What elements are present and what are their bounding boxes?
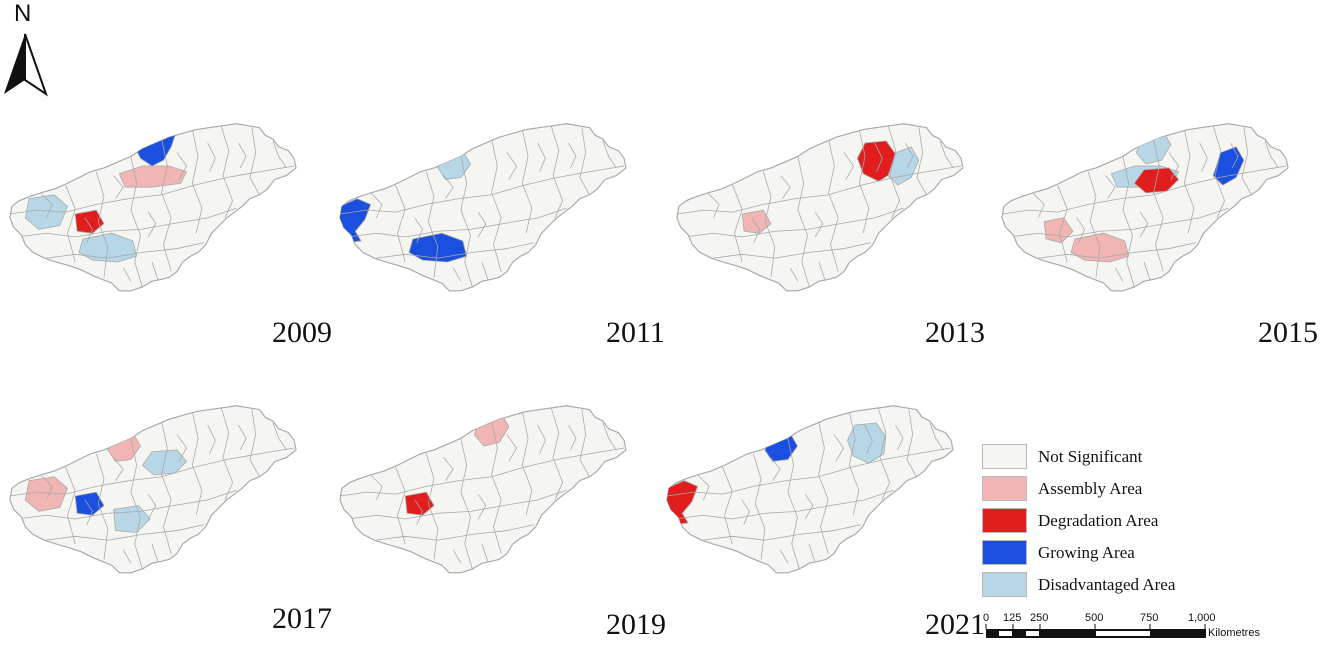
legend-swatch (982, 444, 1027, 469)
county-disadvantaged-area (846, 422, 887, 464)
year-label: 2021 (925, 608, 985, 641)
county-assembly-area (741, 209, 772, 234)
legend-label: Assembly Area (1038, 479, 1143, 498)
year-label: 2013 (925, 316, 985, 349)
scale-tick-label: 0 (983, 612, 990, 624)
county-degradation-area (856, 140, 897, 182)
map-panel-2017 (9, 405, 297, 574)
north-arrow-left-half-icon (4, 34, 25, 94)
county-growing-area (1212, 146, 1245, 186)
legend-swatch (982, 572, 1027, 597)
year-label: 2011 (606, 316, 665, 349)
map-panel-2009 (9, 123, 297, 292)
scale-unit-label: Kilometres (1208, 627, 1260, 639)
scale-bar-segment (1026, 631, 1039, 636)
year-label: 2017 (272, 602, 332, 635)
scale-tick-label: 125 (1003, 612, 1022, 624)
scale-bar-segment (999, 631, 1012, 636)
scale-bar-segment (1096, 631, 1150, 636)
legend-swatch (982, 540, 1027, 565)
scale-tick-label: 750 (1140, 612, 1159, 624)
county-assembly-area (24, 476, 68, 512)
county-degradation-area (404, 491, 435, 516)
year-label: 2015 (1258, 316, 1318, 349)
north-label: N (14, 0, 32, 27)
map-panel-2011 (339, 123, 627, 292)
scale-tick-label: 500 (1085, 612, 1104, 624)
county-disadvantaged-area (887, 146, 920, 186)
county-disadvantaged-area (24, 194, 68, 230)
north-arrow (4, 33, 48, 97)
legend-label: Not Significant (1038, 447, 1143, 466)
map-panel-2021 (666, 405, 954, 574)
county-growing-area (74, 491, 105, 516)
legend-swatch (982, 508, 1027, 533)
legend-swatch (982, 476, 1027, 501)
scale-tick-label: 1,000 (1188, 612, 1216, 624)
map-panel-2019 (339, 405, 627, 574)
year-label: 2009 (272, 316, 332, 349)
scale-bar (985, 624, 1206, 638)
north-arrow-right-half-icon (24, 33, 48, 97)
year-label: 2019 (606, 608, 666, 641)
legend-label: Degradation Area (1038, 511, 1159, 530)
county-degradation-area (74, 209, 105, 234)
map-panel-2013 (676, 123, 964, 292)
legend-label: Disadvantaged Area (1038, 575, 1176, 594)
map-panel-2015 (1001, 123, 1289, 292)
legend-label: Growing Area (1038, 543, 1135, 562)
scale-tick-label: 250 (1030, 612, 1049, 624)
